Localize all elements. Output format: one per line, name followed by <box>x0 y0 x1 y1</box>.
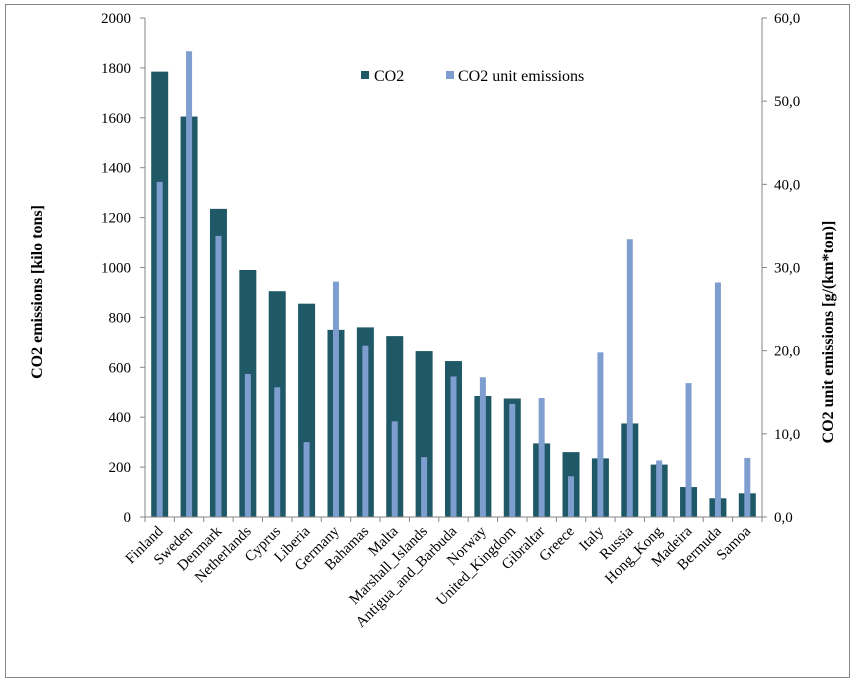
bar-co2-unit-7 <box>362 345 369 517</box>
y-tick-label-6: 1200 <box>101 211 131 227</box>
y2-tick-label-1: 10,0 <box>774 427 800 443</box>
y-tick-label-3: 600 <box>109 360 132 376</box>
bar-co2-unit-1 <box>186 51 193 518</box>
chart-frame <box>5 4 850 678</box>
y2-tick-label-5: 50,0 <box>774 94 800 110</box>
bar-co2-unit-18 <box>685 383 692 517</box>
y2-tick-label-6: 60,0 <box>774 11 800 27</box>
bar-co2-unit-3 <box>244 373 251 517</box>
y-tick-label-0: 0 <box>124 510 132 526</box>
legend-label-co2-unit: CO2 unit emissions <box>458 68 584 85</box>
bar-co2-unit-14 <box>568 476 575 517</box>
y-tick-label-1: 200 <box>109 460 132 476</box>
bar-co2-unit-15 <box>597 352 604 517</box>
y2-tick-label-3: 30,0 <box>774 261 800 277</box>
bar-co2-unit-12 <box>509 403 516 517</box>
y-tick-label-2: 400 <box>109 410 132 426</box>
bar-co2-unit-0 <box>156 181 163 518</box>
bar-co2-unit-6 <box>332 281 339 517</box>
legend-swatch-co2-unit <box>446 71 454 79</box>
bar-co2-unit-8 <box>391 421 398 517</box>
y-axis-title: CO2 emissions [kilo tons] <box>29 205 46 379</box>
bar-co2-unit-11 <box>479 377 486 517</box>
y-tick-label-7: 1400 <box>101 161 131 177</box>
y-tick-label-5: 1000 <box>101 261 131 277</box>
bar-co2-unit-13 <box>538 398 545 517</box>
bar-co2-unit-9 <box>421 457 428 517</box>
y-tick-label-8: 1600 <box>101 111 131 127</box>
bar-co2-unit-10 <box>450 376 457 517</box>
bar-co2-5 <box>298 303 316 517</box>
x-tick-labels: FinlandSwedenDenmarkNetherlandsCyprusLib… <box>123 523 755 631</box>
ticks-group: 0 200 400 600 800 1000 1200 1400 1600 1800 2000 0,0… <box>101 11 800 526</box>
y2-axis-title: CO2 unit emissions [g/(km*ton)] <box>820 221 837 444</box>
legend-label-co2: CO2 <box>374 68 404 85</box>
bar-co2-unit-4 <box>274 387 281 517</box>
bar-co2-unit-17 <box>656 460 663 517</box>
y-tick-label-4: 800 <box>109 310 132 326</box>
y2-tick-label-4: 40,0 <box>774 177 800 193</box>
bar-co2-unit-19 <box>714 282 721 517</box>
bar-co2-9 <box>415 351 433 517</box>
y-tick-label-9: 1800 <box>101 61 131 77</box>
bar-co2-unit-2 <box>215 235 222 517</box>
bar-co2-unit-5 <box>303 442 310 517</box>
legend: CO2 CO2 unit emissions <box>361 68 584 85</box>
y2-tick-label-0: 0,0 <box>774 510 793 526</box>
x-tick-label-20: Samoa <box>714 523 754 563</box>
bar-co2-unit-20 <box>744 457 751 517</box>
bar-co2-unit-16 <box>626 239 633 517</box>
y2-tick-label-2: 20,0 <box>774 344 800 360</box>
legend-swatch-co2 <box>361 71 369 79</box>
y-tick-label-10: 2000 <box>101 11 131 27</box>
bars-group <box>151 51 756 518</box>
